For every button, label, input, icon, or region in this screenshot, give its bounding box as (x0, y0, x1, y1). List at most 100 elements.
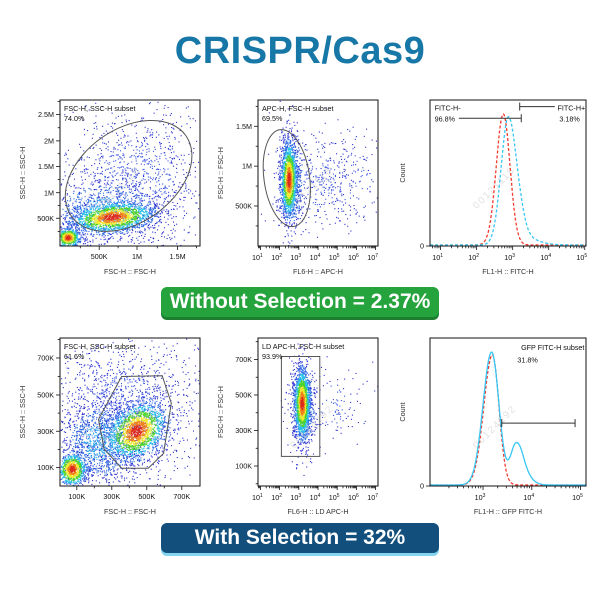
svg-text:500K: 500K (138, 492, 155, 501)
gate-outline (262, 129, 311, 228)
x-axis-title: FL6-H :: APC-H (293, 267, 343, 276)
histogram-gfp-fitc-with-selection: 00124292 103 104 105 0 FL1-H :: GFP FITC-H Cou… (394, 330, 594, 528)
plot-fsc-ssc-without-selection: 00121118 500K 1M 1.5M 2.5M 2M 1.5M 1M 500K FSC-H … (14, 92, 208, 288)
banner-with-selection-label: With Selection = 32% (194, 526, 406, 549)
axes-box (59, 99, 201, 247)
watermark-text: 00121118 (471, 165, 518, 212)
banner-without-selection: Without Selection = 2.37% (161, 287, 439, 317)
svg-text:700K: 700K (235, 355, 252, 364)
x-axis-title: FSC-H :: FSC-H (104, 267, 156, 276)
svg-text:300K: 300K (37, 427, 54, 436)
svg-text:102: 102 (271, 493, 282, 502)
annotation-text: FITC-H- (435, 103, 462, 112)
gate-outline (280, 356, 321, 457)
svg-text:500K: 500K (37, 214, 54, 223)
svg-text:104: 104 (310, 493, 321, 502)
svg-text:100K: 100K (235, 462, 252, 471)
svg-text:105: 105 (329, 493, 340, 502)
annotation-text: 31.8% (517, 355, 538, 364)
svg-text:107: 107 (367, 493, 378, 502)
svg-text:100K: 100K (37, 463, 54, 472)
banner-with-selection: With Selection = 32% (161, 523, 439, 553)
svg-text:103: 103 (290, 253, 301, 262)
svg-text:500K: 500K (91, 252, 108, 261)
svg-text:104: 104 (523, 493, 534, 502)
svg-text:103: 103 (504, 253, 515, 262)
svg-text:103: 103 (290, 493, 301, 502)
svg-text:1.5M: 1.5M (38, 162, 54, 171)
histogram-curve (429, 351, 586, 486)
plot-apc-fsc-without-selection: 00121118 101 102 103 104 105 106 107 1.5M 1M 500K F… (212, 92, 386, 288)
svg-text:101: 101 (252, 493, 263, 502)
svg-text:500K: 500K (235, 202, 252, 211)
axes-box (59, 337, 201, 487)
x-axis-title: FSC-H :: FSC-H (104, 507, 156, 516)
gate-label: APC-H, FSC-H subset (262, 104, 334, 113)
histogram-fitc-without-selection: 00121118 101 102 103 104 105 0 FL1-H :: FITC-H C… (394, 92, 594, 288)
banner-without-selection-label: Without Selection = 2.37% (169, 290, 431, 313)
svg-text:1M: 1M (44, 188, 54, 197)
watermark-text: 00121118 (288, 165, 335, 212)
plot-svg: 00121118 500K 1M 1.5M 2.5M 2M 1.5M 1M 500K FSC-H … (18, 99, 201, 276)
svg-text:0: 0 (420, 482, 424, 491)
svg-text:101: 101 (432, 253, 443, 262)
gate-label: FSC-H, SSC-H subset (64, 104, 136, 113)
gate-label: FSC-H, SSC-H subset (64, 342, 136, 351)
y-axis-title: SSC-H :: SSC-H (18, 147, 27, 200)
scatter-density-canvas (60, 100, 200, 246)
annotation-text: FITC-H+ (557, 103, 585, 112)
plot-svg: 00124292 101 102 103 104 105 106 107 700K 500K 300… (216, 337, 379, 516)
svg-text:2M: 2M (44, 136, 54, 145)
svg-text:1M: 1M (132, 252, 142, 261)
y-axis-title: FSC-H :: FSC-H (216, 147, 225, 199)
scatter-density-canvas (258, 338, 378, 486)
svg-text:104: 104 (540, 253, 551, 262)
x-axis-title: FL6-H :: LD APC-H (287, 507, 348, 516)
gate-outline (97, 375, 172, 469)
plot-svg: 00121118 101 102 103 104 105 106 107 1.5M 1M 500K F… (216, 99, 379, 276)
svg-text:1.5M: 1.5M (170, 252, 186, 261)
svg-text:700K: 700K (37, 354, 54, 363)
y-axis-title: Count (398, 402, 407, 421)
svg-text:500K: 500K (235, 391, 252, 400)
watermark-text: 00121118 (96, 165, 143, 212)
axes-box (429, 99, 587, 247)
plot-ld-apc-with-selection: 00124292 101 102 103 104 105 106 107 700K 500K 300… (212, 330, 386, 528)
x-axis-title: FL1-H :: FITC-H (482, 267, 534, 276)
page-title: CRISPR/Cas9 (174, 30, 426, 72)
axes-box (429, 337, 587, 487)
plot-fsc-ssc-with-selection: 00124292 100K 300K 500K 700K 700K 500K 300K 100K… (14, 330, 208, 528)
svg-text:102: 102 (271, 253, 282, 262)
y-axis-title: SSC-H :: SSC-H (18, 386, 27, 439)
svg-text:100K: 100K (68, 492, 85, 501)
svg-text:106: 106 (348, 253, 359, 262)
svg-text:500K: 500K (37, 391, 54, 400)
svg-text:105: 105 (329, 253, 340, 262)
svg-text:700K: 700K (173, 492, 190, 501)
gate-percent: 69.5% (262, 114, 283, 123)
scatter-density-canvas (60, 338, 200, 486)
svg-text:101: 101 (252, 253, 263, 262)
annotation-text: 96.8% (435, 114, 456, 123)
gate-percent: 61.6% (64, 352, 85, 361)
svg-text:105: 105 (576, 253, 587, 262)
histogram-curve (429, 115, 586, 246)
watermark-text: 00124292 (288, 403, 336, 451)
svg-text:1M: 1M (242, 162, 252, 171)
svg-text:2.5M: 2.5M (38, 110, 54, 119)
gate-percent: 93.9% (262, 352, 283, 361)
svg-text:300K: 300K (235, 426, 252, 435)
svg-text:104: 104 (310, 253, 321, 262)
gate-outline (64, 119, 193, 232)
annotation-text: GFP FITC-H subset (521, 343, 584, 352)
svg-text:0: 0 (420, 242, 424, 251)
x-axis-title: FL1-H :: GFP FITC-H (474, 507, 542, 516)
svg-text:1.5M: 1.5M (236, 122, 252, 131)
gate-label: LD APC-H, FSC-H subset (262, 342, 344, 351)
gate-percent: 74.0% (64, 114, 85, 123)
y-axis-title: FSC-H :: FSC-H (216, 386, 225, 438)
